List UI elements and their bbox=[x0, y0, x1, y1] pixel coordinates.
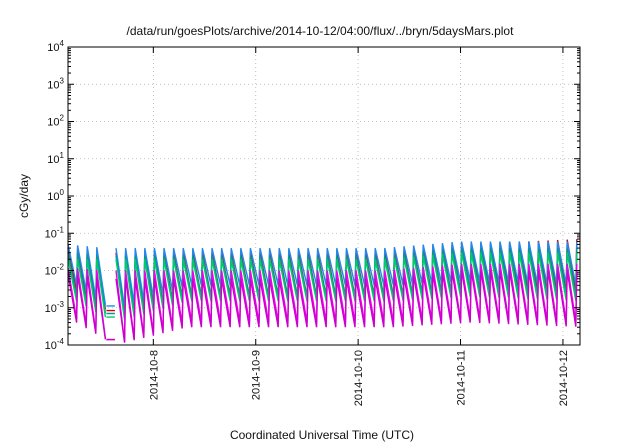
series-group bbox=[67, 239, 578, 343]
y-tick-label: 10-2 bbox=[45, 263, 65, 278]
series-line-6 bbox=[67, 270, 578, 343]
y-tick-label: 10-3 bbox=[45, 300, 65, 315]
x-tick-label: 2014-10-8 bbox=[148, 350, 160, 400]
y-axis-label: cGy/day bbox=[17, 174, 31, 218]
x-axis: 2014-10-8 2014-10-9 2014-10-10 2014-10-11 20… bbox=[148, 47, 570, 406]
y-tick-label: 104 bbox=[47, 39, 64, 54]
y-tick-label: 100 bbox=[47, 188, 64, 203]
y-tick-label: 102 bbox=[47, 114, 64, 129]
x-tick-label: 2014-10-12 bbox=[558, 350, 570, 406]
x-tick-label: 2014-10-10 bbox=[353, 350, 365, 406]
x-tick-label: 2014-10-9 bbox=[251, 350, 263, 400]
x-axis-label: Coordinated Universal Time (UTC) bbox=[230, 428, 414, 442]
y-tick-label: 103 bbox=[47, 76, 64, 91]
y-tick-label: 101 bbox=[47, 151, 64, 166]
chart-title: /data/run/goesPlots/archive/2014-10-12/0… bbox=[127, 24, 515, 38]
y-tick-label: 10-1 bbox=[45, 225, 65, 240]
x-tick-label: 2014-10-11 bbox=[456, 350, 468, 405]
y-tick-label: 10-4 bbox=[45, 337, 65, 352]
